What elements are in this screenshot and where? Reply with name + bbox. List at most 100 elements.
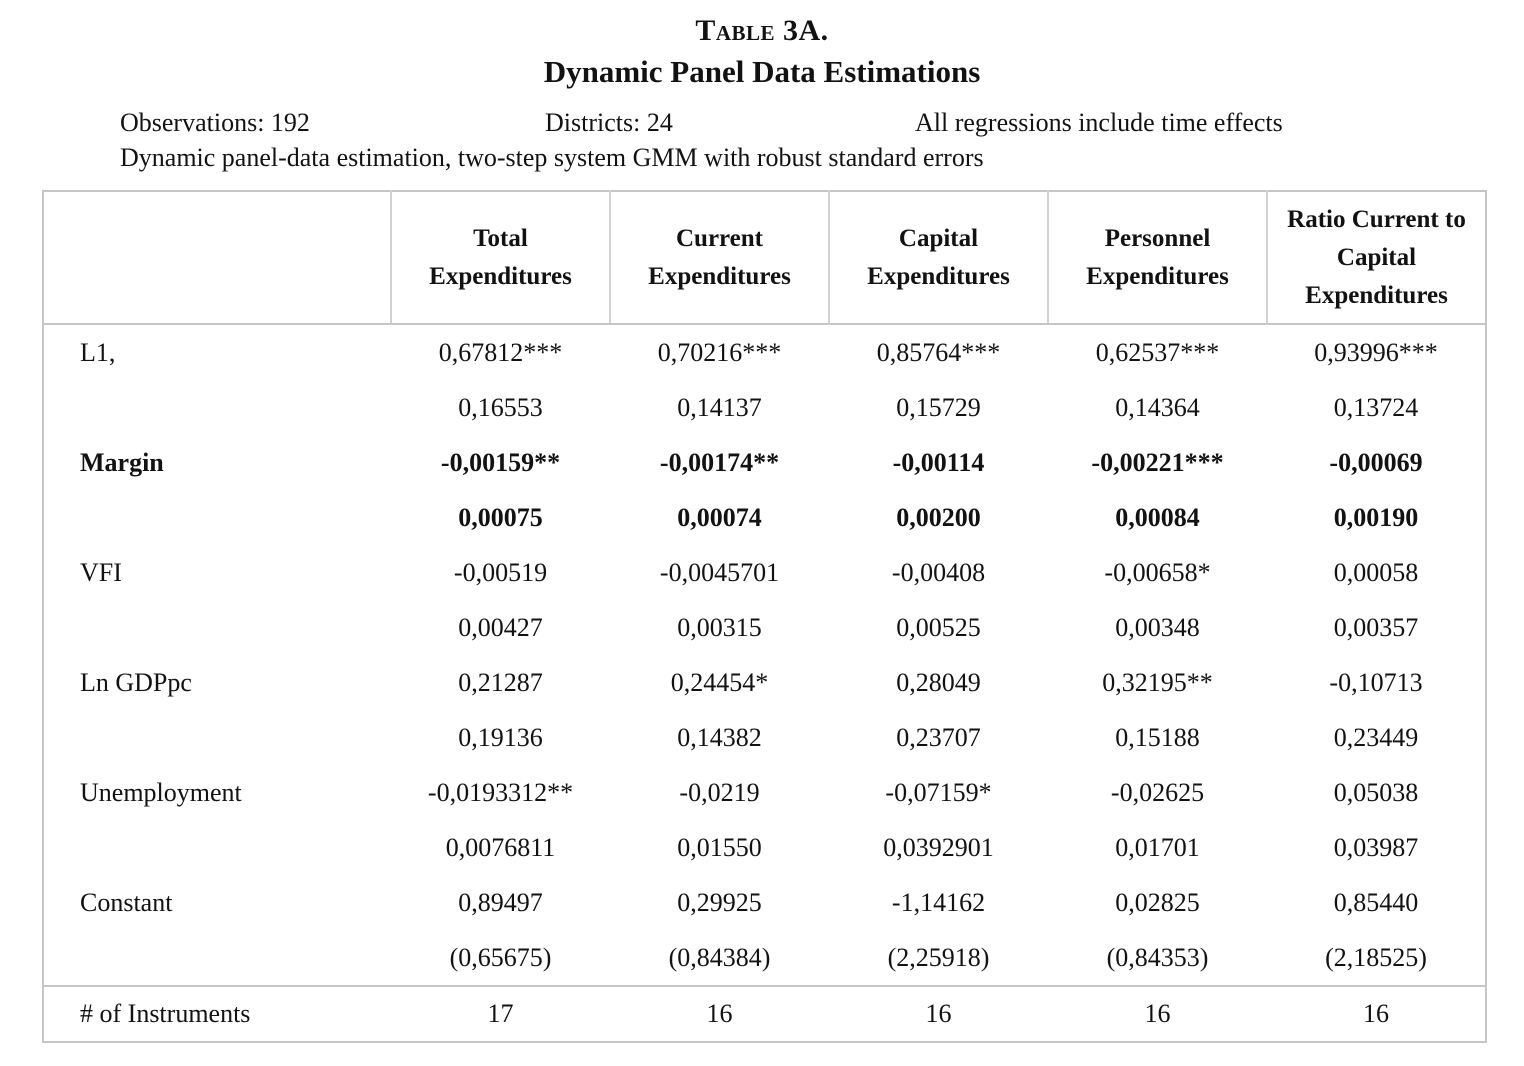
row-label-empty [43,930,391,986]
method-note: Dynamic panel-data estimation, two-step … [120,143,984,172]
stderr-cell: 0,0076811 [445,832,556,862]
column-header-ratio: Ratio Current to Capital Expenditures [1267,191,1486,325]
coefficient-cell: 0,70216*** [657,337,782,367]
row-label-empty [43,710,391,765]
stderr-cell: 0,03987 [1333,832,1419,862]
table-row-coef: Ln GDPpc 0,21287 0,24454* 0,28049 0,3219… [43,655,1486,710]
coefficient-cell: 0,85764*** [876,337,1001,367]
instruments-row: # of Instruments 17 16 16 16 16 [43,985,1486,1042]
column-header-empty [43,191,392,325]
stderr-cell: 0,14382 [677,722,762,752]
stderr-cell: (0,84384) [668,942,771,972]
coefficient-cell: 0,21287 [458,667,543,697]
table-row-se: (0,65675) (0,84384) (2,25918) (0,84353) … [43,930,1486,986]
observations-note: Observations: 192 [120,108,310,137]
instruments-value: 16 [610,985,829,1042]
column-header-total: Total Expenditures [391,191,611,325]
column-header-capital: Capital Expenditures [829,191,1049,325]
stderr-cell: (2,25918) [887,942,990,972]
coefficient-cell: -0,0045701 [659,557,780,587]
coefficient-cell: 0,00058 [1333,557,1419,587]
coefficient-cell: 0,28049 [896,667,981,697]
stderr-cell: 0,00084 [1115,502,1200,532]
coefficient-cell: -0,07159* [885,777,992,807]
instruments-value: 16 [829,985,1048,1042]
stderr-cell: 0,23449 [1333,722,1419,752]
coefficient-cell: -0,00519 [453,557,548,587]
stderr-cell: 0,14364 [1115,392,1200,422]
row-label-empty [43,600,391,655]
row-label-empty [43,490,391,545]
stderr-cell: 0,01701 [1115,832,1200,862]
table-row-coef: Constant 0,89497 0,29925 -1,14162 0,0282… [43,875,1486,930]
regression-results-table: Total Expenditures Current Expenditures … [42,190,1487,1043]
row-label: Margin [80,447,164,477]
coefficient-cell: -0,00408 [891,557,986,587]
coefficient-cell: -0,0219 [679,777,760,807]
coefficient-cell: 0,85440 [1333,887,1419,917]
coefficient-cell: 0,93996*** [1314,337,1438,367]
stderr-cell: 0,00357 [1333,612,1419,642]
stderr-cell: 0,00200 [896,502,981,532]
table-row-se: 0,19136 0,14382 0,23707 0,15188 0,23449 [43,710,1486,765]
stderr-cell: 0,00427 [458,612,543,642]
row-label: VFI [80,557,122,587]
header-row: Total Expenditures Current Expenditures … [43,191,1486,325]
coefficient-cell: 0,24454* [670,667,769,697]
table-row-se: 0,16553 0,14137 0,15729 0,14364 0,13724 [43,380,1486,435]
coefficient-cell: -0,00114 [892,447,985,477]
coefficient-cell: 0,32195** [1102,667,1213,697]
stderr-cell: 0,00525 [896,612,981,642]
stderr-cell: 0,00075 [458,502,543,532]
coefficient-cell: -0,00069 [1329,447,1423,477]
table-subtitle: Dynamic Panel Data Estimations [543,54,981,89]
coefficient-cell: -0,00159** [440,447,561,477]
table-row-se: 0,0076811 0,01550 0,0392901 0,01701 0,03… [43,820,1486,875]
coefficient-cell: 0,02825 [1115,887,1200,917]
stderr-cell: 0,01550 [677,832,762,862]
table-row-coef: Margin -0,00159** -0,00174** -0,00114 -0… [43,435,1486,490]
instruments-label: # of Instruments [43,985,391,1042]
stderr-cell: 0,15729 [896,392,981,422]
stderr-cell: (0,65675) [449,942,552,972]
row-label-empty [43,380,391,435]
coefficient-cell: -0,0193312** [427,777,574,807]
table-number-title: Table 3A. [695,14,829,47]
instruments-value: 16 [1048,985,1267,1042]
coefficient-cell: 0,29925 [677,887,762,917]
stderr-cell: 0,15188 [1115,722,1200,752]
stderr-cell: 0,00074 [677,502,762,532]
instruments-value: 16 [1267,985,1486,1042]
coefficient-cell: 0,67812*** [438,337,563,367]
row-label: Constant [80,887,173,917]
row-label-empty [43,820,391,875]
coefficient-cell: -0,00174** [659,447,780,477]
table-row-se: 0,00427 0,00315 0,00525 0,00348 0,00357 [43,600,1486,655]
coefficient-cell: -1,14162 [891,887,986,917]
stderr-cell: 0,00348 [1115,612,1200,642]
coefficient-cell: -0,10713 [1329,667,1423,697]
stderr-cell: 0,14137 [677,392,762,422]
stderr-cell: 0,00315 [677,612,762,642]
table-row-se: 0,00075 0,00074 0,00200 0,00084 0,00190 [43,490,1486,545]
coefficient-cell: 0,89497 [458,887,543,917]
stderr-cell: 0,16553 [458,392,543,422]
stderr-cell: 0,23707 [896,722,981,752]
stderr-cell: 0,00190 [1333,502,1419,532]
row-label: Unemployment [80,777,242,807]
stderr-cell: (2,18525) [1325,942,1427,972]
row-label: L1, [80,337,116,367]
coefficient-cell: -0,00221*** [1091,447,1224,477]
instruments-value: 17 [391,985,610,1042]
districts-note: Districts: 24 [545,108,673,137]
coefficient-cell: -0,00658* [1104,557,1211,587]
stderr-cell: 0,0392901 [883,832,994,862]
stderr-cell: 0,19136 [458,722,543,752]
time-effects-note: All regressions include time effects [915,108,1283,137]
coefficient-cell: 0,05038 [1333,777,1419,807]
stderr-cell: (0,84353) [1106,942,1209,972]
table-row-coef: Unemployment -0,0193312** -0,0219 -0,071… [43,765,1486,820]
column-header-personnel: Personnel Expenditures [1048,191,1268,325]
stderr-cell: 0,13724 [1333,392,1419,422]
